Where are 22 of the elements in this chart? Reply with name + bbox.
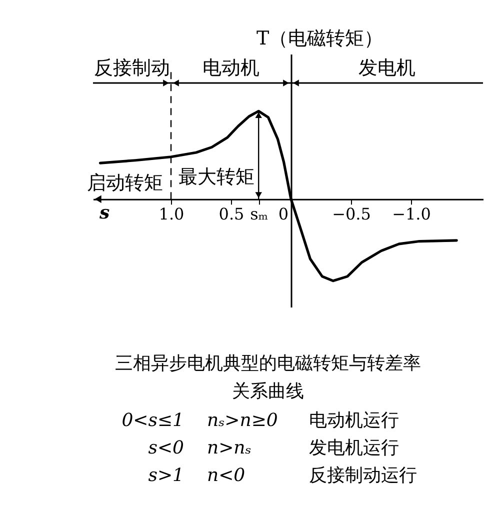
- x-tick-label: −0.5: [332, 204, 371, 224]
- text: 电动机: [202, 57, 260, 80]
- text: 反接制动运行: [309, 465, 417, 486]
- x-axis-title: s: [98, 202, 110, 224]
- text: s<0: [148, 438, 184, 458]
- x-tick-label: 0: [278, 204, 288, 224]
- text: nₛ>n≥0: [207, 410, 278, 431]
- text: 发电机运行: [309, 438, 399, 458]
- text: s>1: [148, 465, 184, 486]
- x-tick-label: 1.0: [158, 204, 184, 224]
- annotation: 最大转矩: [178, 166, 255, 188]
- y-axis-title: T（电磁转矩）: [256, 28, 384, 50]
- text: n>nₛ: [207, 438, 252, 458]
- x-tick-label: 0.5: [218, 204, 244, 224]
- annotation: 启动转矩: [87, 172, 163, 194]
- text: 电动机运行: [309, 410, 399, 431]
- text: 发电机: [358, 57, 416, 80]
- text: 0<s≤1: [122, 410, 184, 431]
- x-tick-label: −1.0: [392, 204, 431, 224]
- x-tick-label: sₘ: [250, 204, 268, 224]
- text: n<0: [207, 465, 246, 486]
- text: 反接制动: [94, 57, 170, 80]
